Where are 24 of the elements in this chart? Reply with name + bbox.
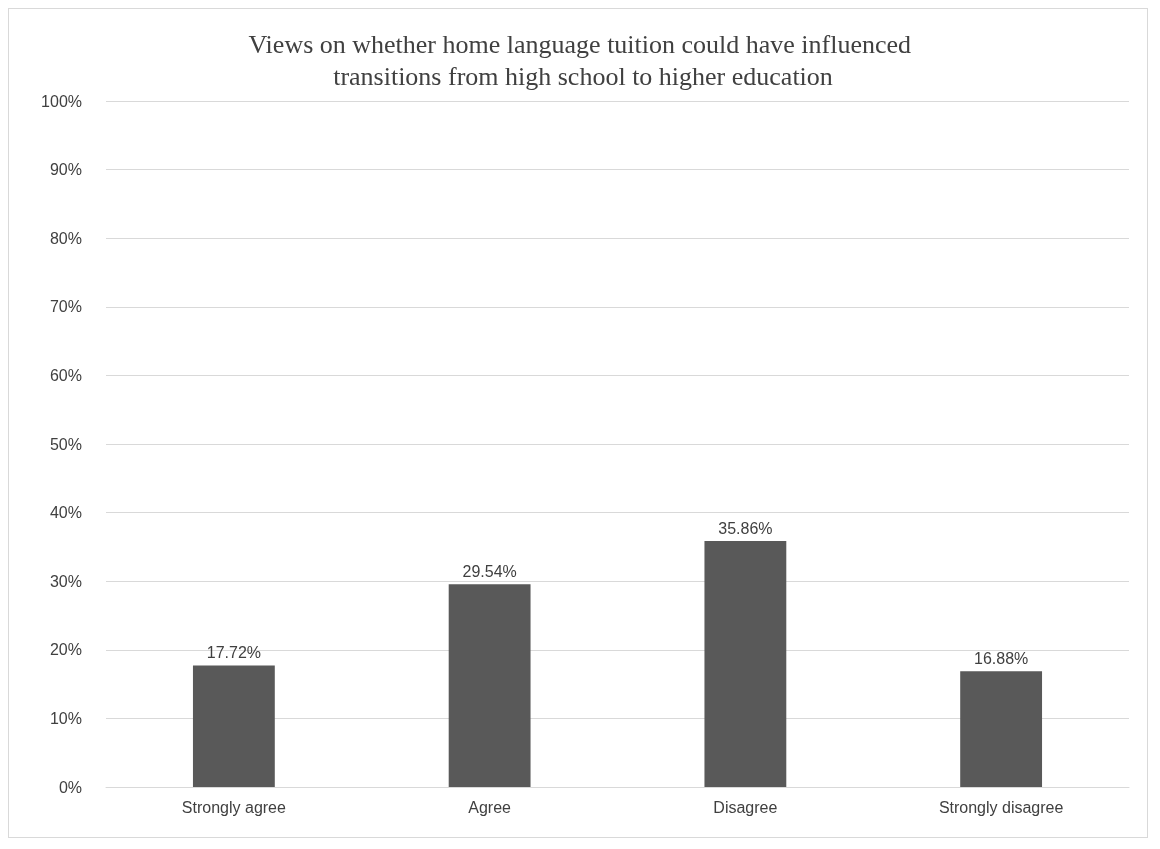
x-tick-label: Agree [468,798,512,816]
y-tick-label: 20% [49,641,82,659]
y-tick-label: 60% [49,366,82,384]
bar [192,665,275,787]
data-label: 29.54% [462,562,517,580]
x-tick-label: Disagree [713,798,778,816]
y-tick-label: 40% [49,504,82,522]
data-label: 17.72% [206,643,262,661]
y-tick-label: 0% [58,778,82,796]
y-tick-label: 70% [49,298,82,316]
chart-title: Views on whether home language tuition could have influenced transitions from high school to higher education [248,29,918,91]
y-tick-label: 100% [41,92,82,110]
y-tick-label: 10% [49,709,82,727]
y-tick-label: 90% [49,161,82,179]
bar [448,584,531,787]
bar [704,541,787,787]
x-tick-label: Strongly disagree [938,798,1064,816]
data-label: 16.88% [973,649,1029,667]
y-tick-label: 30% [49,572,82,590]
data-label: 35.86% [718,519,773,537]
bar [960,671,1043,787]
x-tick-label: Strongly agree [181,798,287,816]
y-tick-label: 50% [49,435,82,453]
y-tick-label: 80% [49,229,82,247]
